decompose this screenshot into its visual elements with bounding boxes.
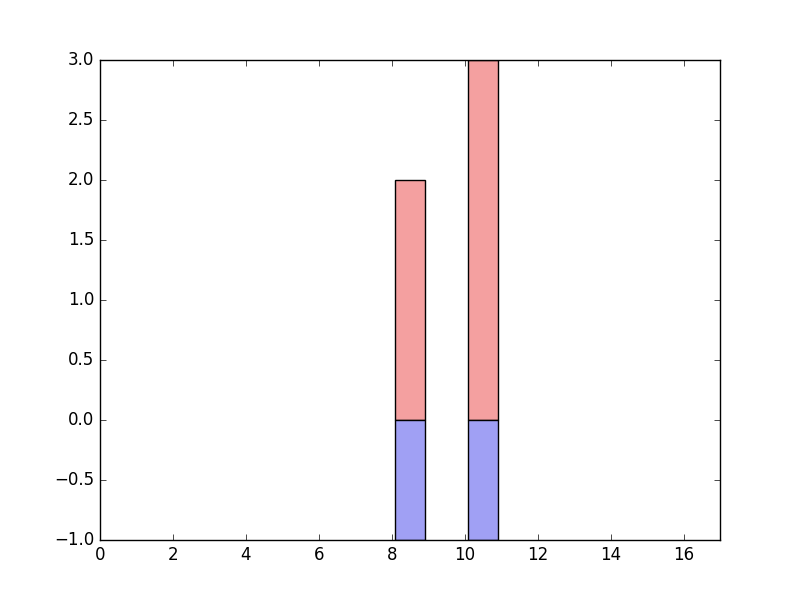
Bar (468, 60, 498, 420)
Bar (395, 420, 425, 540)
Bar (395, 180, 425, 420)
Bar (468, 420, 498, 540)
